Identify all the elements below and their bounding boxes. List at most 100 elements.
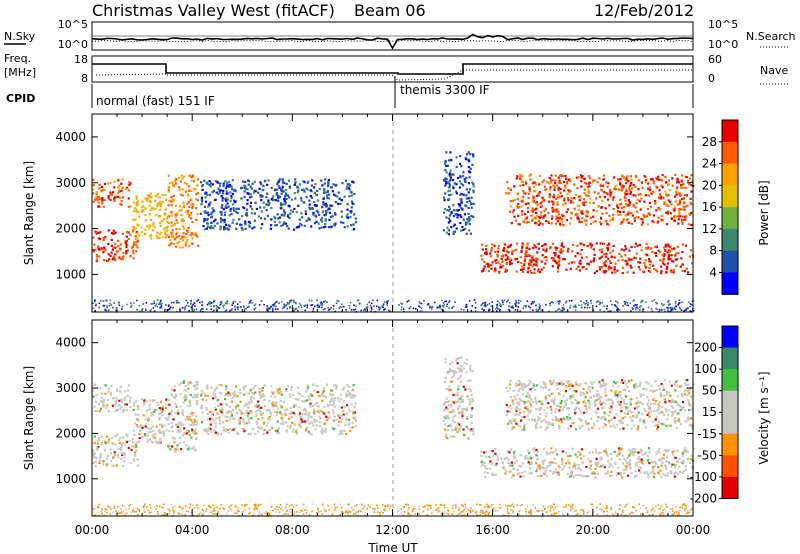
echo-point bbox=[521, 388, 524, 391]
cpid-panel bbox=[91, 76, 694, 108]
echo-point bbox=[515, 409, 518, 413]
echo-point bbox=[463, 179, 467, 182]
echo-point bbox=[525, 401, 528, 404]
echo-point bbox=[669, 212, 672, 215]
echo-point bbox=[167, 308, 170, 311]
echo-point bbox=[328, 218, 331, 222]
echo-point bbox=[648, 258, 651, 261]
echo-point bbox=[676, 245, 679, 248]
echo-point bbox=[652, 264, 655, 267]
echo-point bbox=[351, 426, 354, 429]
echo-point bbox=[526, 210, 530, 213]
echo-point bbox=[100, 435, 103, 438]
echo-point bbox=[229, 199, 232, 202]
echo-point bbox=[144, 197, 147, 200]
echo-point bbox=[278, 302, 280, 304]
echo-point bbox=[576, 213, 579, 216]
echo-point bbox=[443, 409, 446, 412]
echo-point bbox=[490, 463, 493, 466]
echo-point bbox=[106, 305, 108, 307]
echo-point bbox=[128, 399, 132, 402]
echo-point bbox=[205, 429, 208, 432]
echo-point bbox=[638, 268, 642, 271]
echo-point bbox=[120, 182, 123, 185]
echo-point bbox=[135, 250, 138, 253]
echo-point bbox=[235, 222, 238, 225]
echo-point bbox=[282, 221, 286, 224]
echo-point bbox=[576, 216, 579, 219]
echo-point bbox=[227, 410, 230, 413]
echo-point bbox=[685, 194, 689, 197]
echo-point bbox=[372, 299, 374, 302]
echo-point bbox=[500, 254, 504, 258]
echo-point bbox=[148, 404, 151, 407]
echo-point bbox=[470, 429, 473, 432]
echo-point bbox=[114, 246, 117, 249]
echo-point bbox=[261, 411, 264, 415]
echo-point bbox=[670, 217, 673, 221]
echo-point bbox=[524, 455, 528, 458]
echo-point bbox=[101, 188, 104, 191]
echo-point bbox=[588, 403, 591, 406]
echo-point bbox=[552, 257, 555, 260]
echo-point bbox=[213, 309, 215, 312]
echo-point bbox=[623, 249, 626, 252]
echo-point bbox=[444, 168, 447, 172]
echo-point bbox=[691, 300, 694, 303]
echo-point bbox=[516, 175, 519, 178]
echo-point bbox=[231, 409, 234, 412]
echo-point bbox=[280, 301, 283, 303]
echo-point bbox=[447, 221, 451, 224]
echo-point bbox=[467, 212, 470, 216]
echo-point bbox=[119, 436, 122, 439]
echo-point bbox=[164, 226, 168, 229]
echo-point bbox=[585, 465, 588, 469]
echo-point bbox=[94, 300, 96, 303]
echo-point bbox=[136, 239, 139, 242]
echo-point bbox=[224, 180, 227, 183]
echo-point bbox=[518, 299, 520, 302]
echo-point bbox=[164, 308, 166, 311]
echo-point bbox=[230, 412, 234, 416]
echo-point bbox=[458, 376, 461, 380]
echo-point bbox=[318, 213, 321, 216]
echo-point bbox=[538, 409, 541, 412]
echo-point bbox=[220, 302, 223, 305]
echo-point bbox=[159, 437, 162, 441]
echo-point bbox=[122, 410, 125, 413]
echo-point bbox=[122, 408, 125, 411]
echo-point bbox=[245, 411, 248, 414]
echo-point bbox=[125, 408, 129, 412]
echo-point bbox=[135, 449, 138, 452]
echo-point bbox=[192, 431, 195, 434]
echo-point bbox=[444, 428, 447, 431]
echo-point bbox=[295, 226, 298, 229]
echo-point bbox=[124, 390, 127, 393]
echo-point bbox=[219, 182, 222, 185]
echo-point bbox=[606, 222, 609, 226]
echo-point bbox=[458, 370, 461, 373]
echo-point bbox=[332, 308, 335, 310]
echo-point bbox=[107, 388, 110, 391]
echo-point bbox=[588, 181, 591, 184]
echo-point bbox=[601, 301, 604, 304]
echo-point bbox=[224, 430, 228, 433]
echo-point bbox=[306, 384, 309, 387]
echo-point bbox=[675, 463, 678, 467]
echo-point bbox=[343, 430, 346, 433]
echo-point bbox=[109, 299, 112, 302]
echo-point bbox=[682, 459, 685, 463]
echo-point bbox=[581, 460, 584, 464]
y-tick-label: 3000 bbox=[55, 176, 86, 190]
echo-point bbox=[249, 193, 252, 196]
echo-point bbox=[171, 229, 174, 232]
echo-point bbox=[667, 194, 670, 197]
echo-point bbox=[574, 467, 577, 470]
echo-point bbox=[343, 195, 346, 198]
echo-point bbox=[144, 213, 147, 217]
echo-point bbox=[553, 259, 556, 262]
echo-point bbox=[657, 175, 660, 178]
echo-point bbox=[653, 472, 656, 475]
echo-point bbox=[636, 198, 639, 202]
